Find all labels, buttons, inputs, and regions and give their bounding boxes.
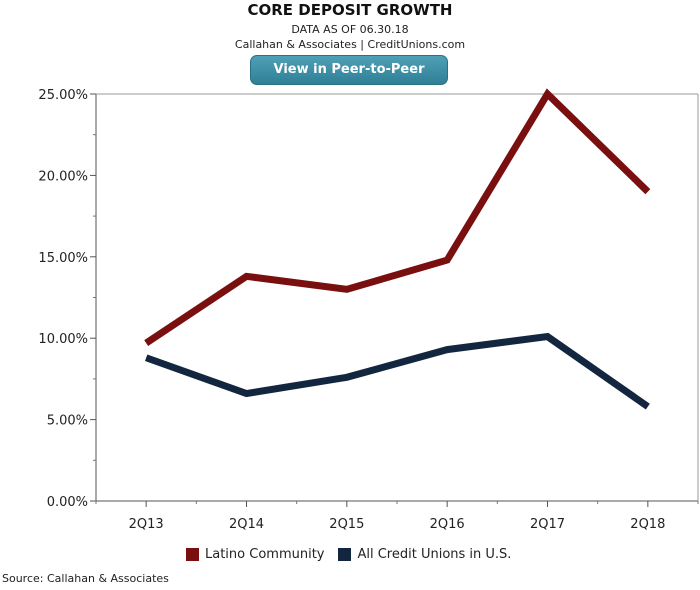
y-tick-label: 20.00% xyxy=(38,169,88,184)
y-tick-label: 0.00% xyxy=(47,495,88,510)
series-lines xyxy=(144,88,651,410)
x-tick-label: 2Q18 xyxy=(630,517,665,532)
x-tick-label: 2Q14 xyxy=(229,517,264,532)
y-axis-ticks: 0.00% 5.00% 10.00% 15.00% 20.00% 25.00% xyxy=(38,88,96,510)
chart-legend: Latino Community All Credit Unions in U.… xyxy=(186,547,525,562)
x-tick-label: 2Q15 xyxy=(329,517,364,532)
x-tick-label: 2Q17 xyxy=(530,517,565,532)
y-tick-label: 15.00% xyxy=(38,251,88,266)
x-tick-label: 2Q16 xyxy=(430,517,465,532)
series-line-0 xyxy=(144,88,651,346)
legend-item-all-credit-unions[interactable]: All Credit Unions in U.S. xyxy=(338,547,511,562)
view-in-peer-to-peer-button[interactable]: View in Peer-to-Peer xyxy=(250,55,448,85)
legend-swatch xyxy=(338,548,352,561)
legend-item-latino-community[interactable]: Latino Community xyxy=(186,547,324,562)
y-tick-label: 25.00% xyxy=(38,88,88,103)
series-line-1 xyxy=(144,332,650,410)
credit-line: Callahan & Associates | CreditUnions.com xyxy=(234,38,466,51)
legend-swatch xyxy=(186,548,199,561)
x-tick-label: 2Q13 xyxy=(129,517,164,532)
source-note: Source: Callahan & Associates xyxy=(2,572,169,585)
y-tick-label: 5.00% xyxy=(47,414,88,429)
data-date-line: DATA AS OF 06.30.18 xyxy=(291,23,409,36)
x-axis-ticks: 2Q13 2Q14 2Q15 2Q16 2Q17 2Q18 xyxy=(95,501,699,532)
y-tick-label: 10.00% xyxy=(38,332,88,347)
chart-title: CORE DEPOSIT GROWTH xyxy=(247,1,453,19)
legend-label: All Credit Unions in U.S. xyxy=(357,547,512,562)
legend-label: Latino Community xyxy=(205,547,325,562)
